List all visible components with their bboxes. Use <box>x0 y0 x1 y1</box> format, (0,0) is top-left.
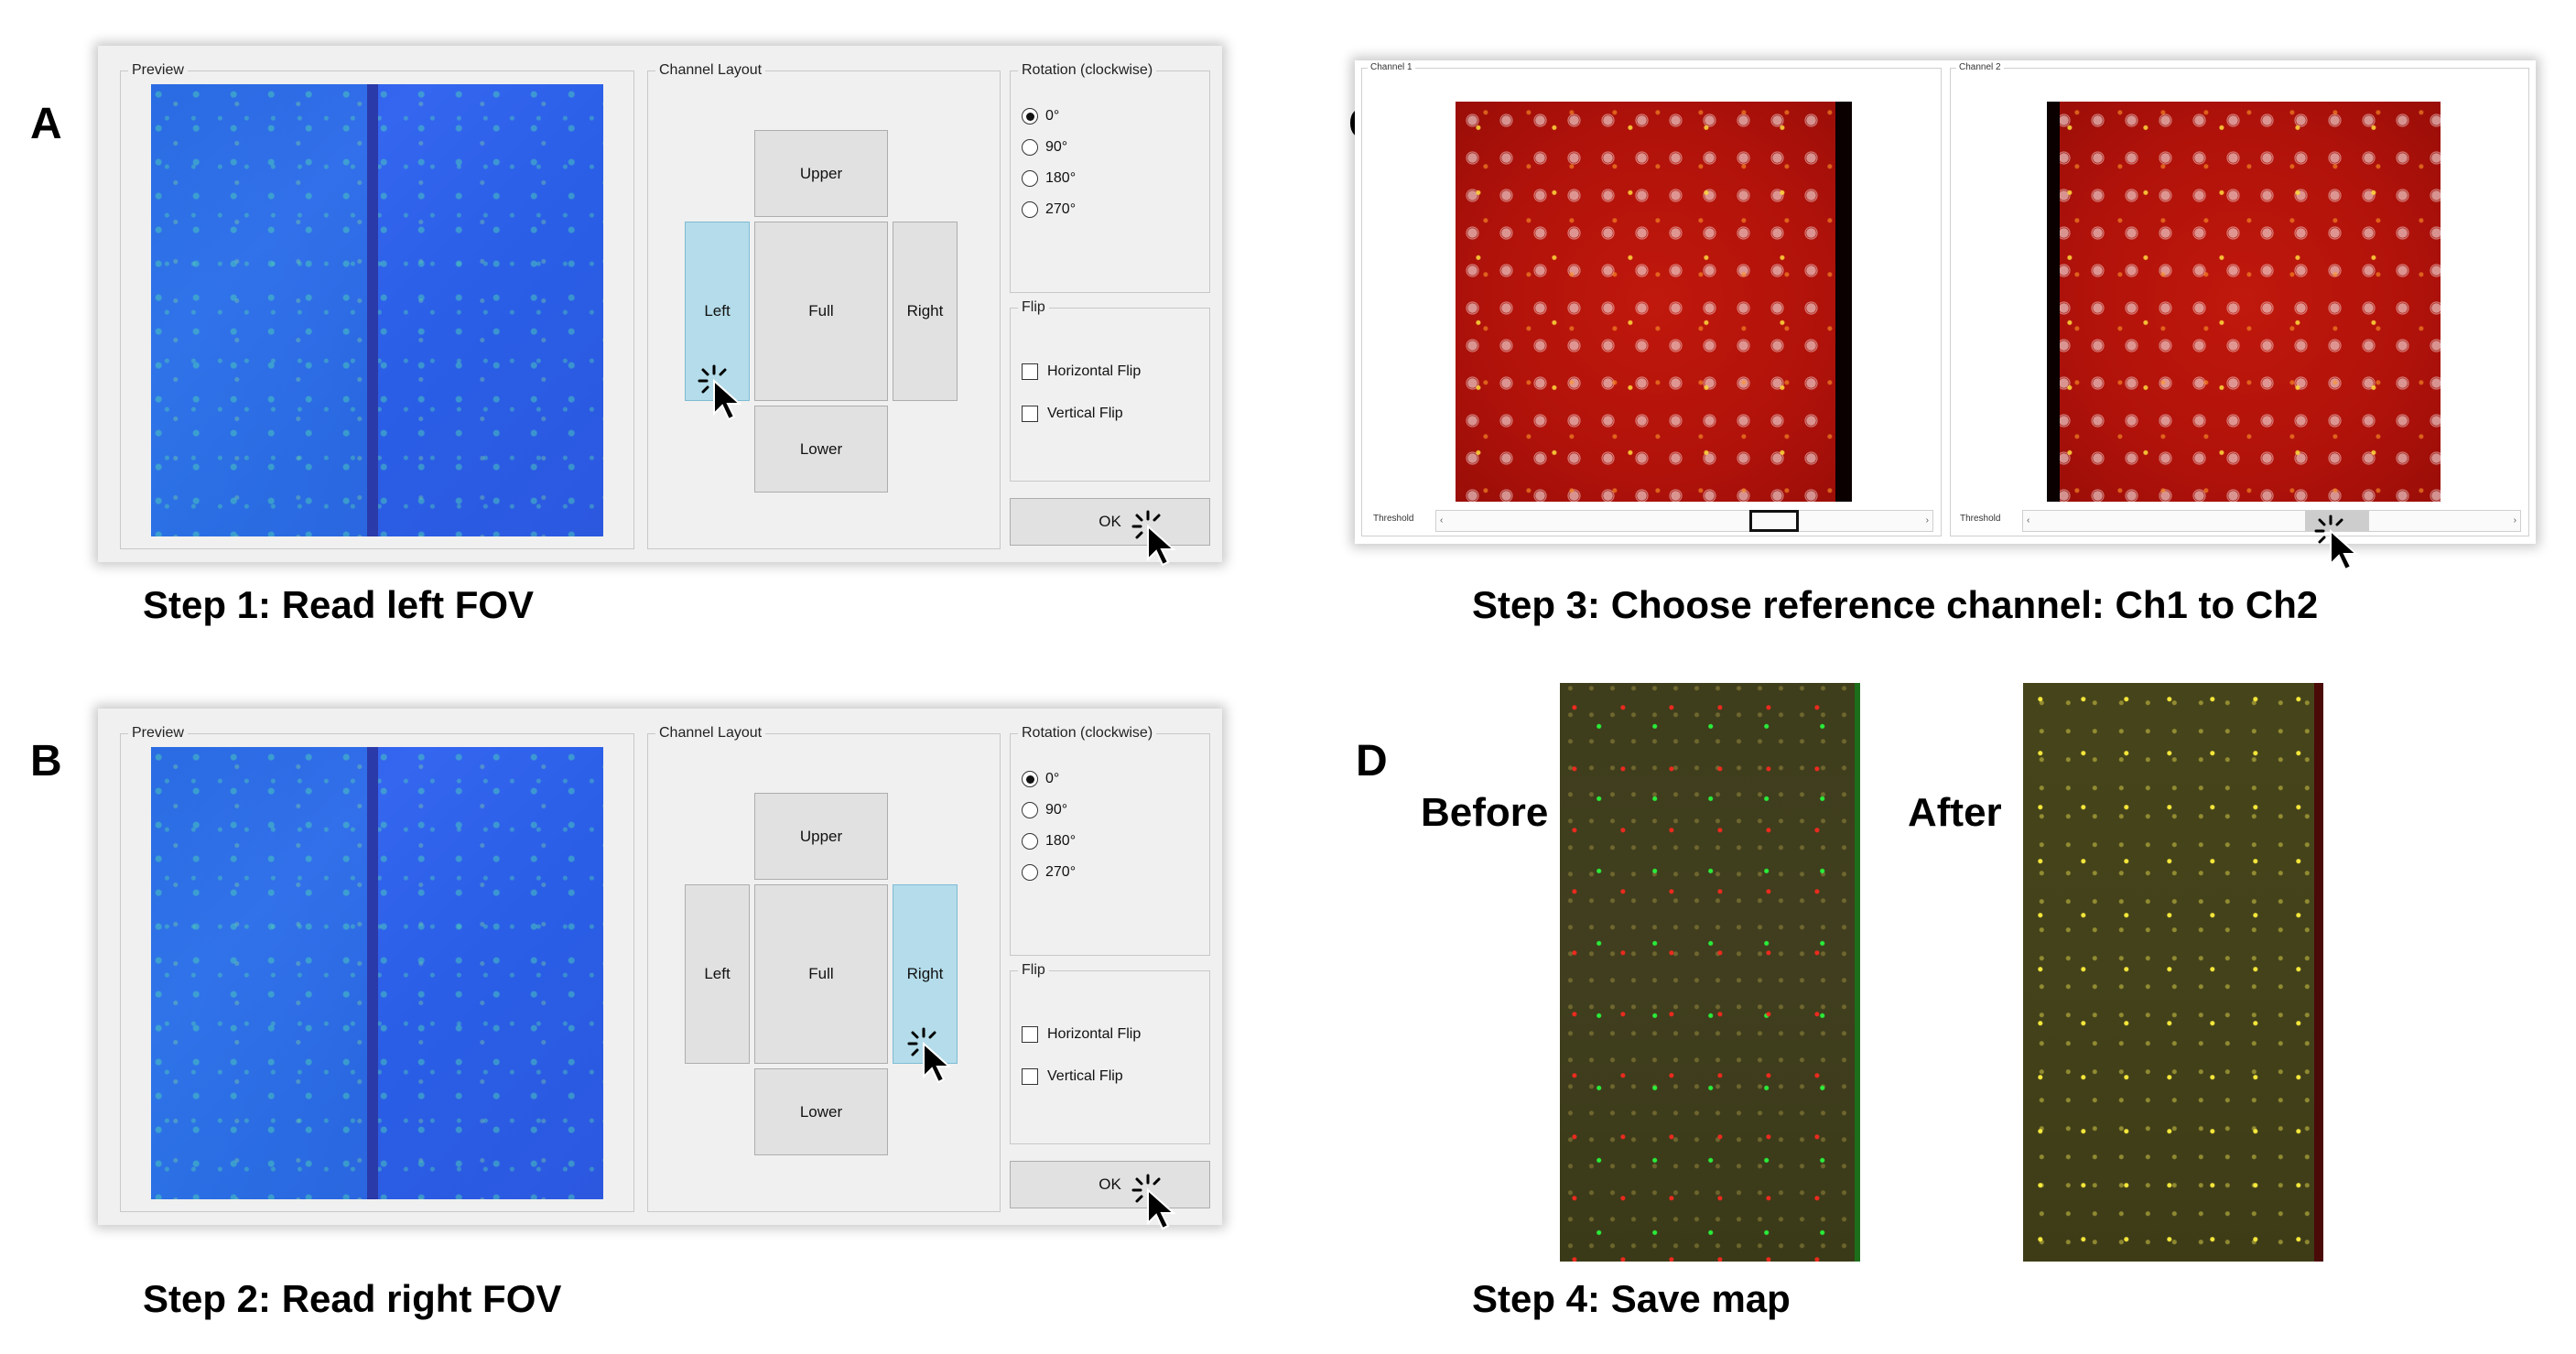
rotation-options: 0° 90° 180° 270° <box>1022 769 1076 883</box>
flip-options: Horizontal Flip Vertical Flip <box>1022 1024 1141 1087</box>
flip-title: Flip <box>1018 961 1049 980</box>
caption-step3: Step 3: Choose reference channel: Ch1 to… <box>1472 583 2319 626</box>
fov-preview-image <box>151 747 603 1199</box>
caption-step2: Step 2: Read right FOV <box>143 1277 562 1320</box>
layout-full-button[interactable]: Full <box>754 222 888 401</box>
channel-layout-group: Channel Layout Upper Left Full Right Low… <box>647 61 1001 549</box>
slider-left-arrow-icon[interactable]: ‹ <box>2027 515 2030 525</box>
layout-lower-button[interactable]: Lower <box>754 1068 888 1155</box>
channel-1-group: Channel 1 Threshold ‹ › <box>1361 61 1942 536</box>
after-map-image <box>2023 683 2323 1262</box>
click-cursor-icon <box>2311 513 2375 577</box>
rotation-option-270[interactable]: 270° <box>1022 862 1076 883</box>
radio-button-icon[interactable] <box>1022 201 1038 218</box>
before-label: Before <box>1421 790 1549 835</box>
dialog-step1: Preview Channel Layout Upper Left Full R… <box>98 46 1222 562</box>
checkbox-icon[interactable] <box>1022 1068 1038 1085</box>
radio-button-icon[interactable] <box>1022 139 1038 156</box>
radio-button-icon[interactable] <box>1022 771 1038 787</box>
radio-button-icon[interactable] <box>1022 833 1038 850</box>
rotation-title: Rotation (clockwise) <box>1018 724 1157 742</box>
layout-lower-button[interactable]: Lower <box>754 406 888 493</box>
horizontal-flip-checkbox[interactable]: Horizontal Flip <box>1022 1024 1141 1045</box>
layout-upper-button[interactable]: Upper <box>754 793 888 880</box>
fov-split-line <box>367 84 378 536</box>
rotation-option-180[interactable]: 180° <box>1022 831 1076 851</box>
fov-preview-image <box>151 84 603 536</box>
rotation-group: Rotation (clockwise) 0° 90° 180° 270° <box>1010 724 1210 956</box>
dialog-step2: Preview Channel Layout Upper Left Full R… <box>98 709 1222 1225</box>
threshold-label: Threshold <box>1960 514 2001 524</box>
flip-title: Flip <box>1018 298 1049 317</box>
checkbox-icon[interactable] <box>1022 1026 1038 1043</box>
slider-right-arrow-icon[interactable]: › <box>1925 515 1929 525</box>
channel-2-title: Channel 2 <box>1956 61 2004 74</box>
before-map-image <box>1560 683 1860 1262</box>
flip-group: Flip Horizontal Flip Vertical Flip <box>1010 961 1210 1144</box>
flip-options: Horizontal Flip Vertical Flip <box>1022 362 1141 424</box>
radio-button-icon[interactable] <box>1022 864 1038 881</box>
rotation-title: Rotation (clockwise) <box>1018 61 1157 80</box>
layout-right-button[interactable]: Right <box>893 222 958 401</box>
threshold-slider[interactable]: ‹ › <box>1435 510 1933 532</box>
flip-group: Flip Horizontal Flip Vertical Flip <box>1010 298 1210 482</box>
panel-letter-d: D <box>1356 737 1388 785</box>
rotation-option-270[interactable]: 270° <box>1022 200 1076 220</box>
channel-selection-window: Channel 1 Threshold ‹ › Channel 2 Thresh… <box>1355 60 2536 544</box>
panel-letter-a: A <box>30 100 62 148</box>
channel-layout-group: Channel Layout Upper Left Full Right Low… <box>647 724 1001 1212</box>
layout-upper-button[interactable]: Upper <box>754 130 888 217</box>
panel-letter-b: B <box>30 737 62 785</box>
horizontal-flip-checkbox[interactable]: Horizontal Flip <box>1022 362 1141 382</box>
fov-split-line <box>367 747 378 1199</box>
preview-group: Preview <box>120 724 634 1212</box>
channel-1-image[interactable] <box>1456 102 1852 502</box>
channel-2-group: Channel 2 Threshold ‹ › <box>1950 61 2529 536</box>
layout-full-button[interactable]: Full <box>754 884 888 1064</box>
click-cursor-icon <box>1128 1172 1192 1236</box>
click-cursor-icon <box>694 363 758 427</box>
radio-button-icon[interactable] <box>1022 802 1038 818</box>
channel-1-title: Channel 1 <box>1368 61 1415 74</box>
rotation-option-0[interactable]: 0° <box>1022 769 1076 789</box>
preview-title: Preview <box>128 61 188 80</box>
rotation-option-180[interactable]: 180° <box>1022 168 1076 189</box>
rotation-option-0[interactable]: 0° <box>1022 106 1076 126</box>
click-cursor-icon <box>1128 508 1192 572</box>
radio-button-icon[interactable] <box>1022 108 1038 125</box>
ok-button[interactable]: OK <box>1010 1161 1210 1208</box>
preview-title: Preview <box>128 724 188 742</box>
layout-left-button[interactable]: Left <box>685 222 750 401</box>
rotation-options: 0° 90° 180° 270° <box>1022 106 1076 220</box>
click-cursor-icon <box>904 1025 968 1089</box>
vertical-flip-checkbox[interactable]: Vertical Flip <box>1022 404 1141 424</box>
threshold-slider[interactable]: ‹ › <box>2022 510 2521 532</box>
caption-step4: Step 4: Save map <box>1472 1277 1791 1320</box>
preview-group: Preview <box>120 61 634 549</box>
layout-left-button[interactable]: Left <box>685 884 750 1064</box>
checkbox-icon[interactable] <box>1022 406 1038 422</box>
channel-layout-title: Channel Layout <box>655 724 766 742</box>
threshold-label: Threshold <box>1373 514 1414 524</box>
slider-right-arrow-icon[interactable]: › <box>2513 515 2516 525</box>
channel-layout-title: Channel Layout <box>655 61 766 80</box>
radio-button-icon[interactable] <box>1022 170 1038 187</box>
caption-step1: Step 1: Read left FOV <box>143 583 535 626</box>
checkbox-icon[interactable] <box>1022 363 1038 380</box>
vertical-flip-checkbox[interactable]: Vertical Flip <box>1022 1067 1141 1087</box>
rotation-option-90[interactable]: 90° <box>1022 137 1076 157</box>
threshold-slider-thumb[interactable] <box>2305 511 2369 531</box>
channel-2-image[interactable] <box>2047 102 2441 502</box>
ok-button[interactable]: OK <box>1010 498 1210 546</box>
rotation-group: Rotation (clockwise) 0° 90° 180° 270° <box>1010 61 1210 293</box>
threshold-slider-thumb[interactable] <box>1749 510 1799 532</box>
after-label: After <box>1908 790 2002 835</box>
slider-left-arrow-icon[interactable]: ‹ <box>1440 515 1444 525</box>
rotation-option-90[interactable]: 90° <box>1022 800 1076 820</box>
